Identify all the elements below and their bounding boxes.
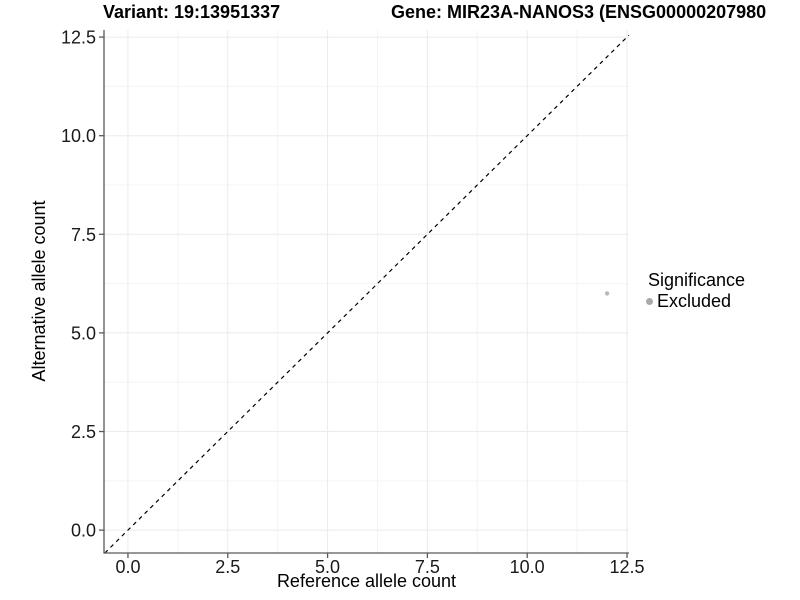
y-axis-title: Alternative allele count [29,200,49,382]
y-tick-label: 12.5 [61,28,96,48]
y-tick-label: 7.5 [71,225,96,245]
legend-title: Significance [648,270,746,290]
y-tick-label: 2.5 [71,422,96,442]
y-tick-label: 0.0 [71,521,96,541]
plot-title-gene: Gene: MIR23A-NANOS3 (ENSG00000207980 [391,2,767,22]
x-tick-label: 5.0 [315,557,340,577]
x-tick-label: 7.5 [415,557,440,577]
data-point [604,291,610,296]
legend-item-excluded: Excluded [646,291,745,311]
x-tick-label: 10.0 [510,557,545,577]
legend-key-dot-icon [646,297,653,305]
legend-item-label: Excluded [657,291,732,311]
identity-line [104,34,630,554]
legend: Significance Excluded [646,270,745,311]
x-tick-label: 12.5 [609,557,644,577]
x-tick-label: 0.0 [115,557,140,577]
y-tick-label: 10.0 [61,126,96,146]
y-tick-label: 5.0 [71,323,96,343]
plot-title-variant: Variant: 19:13951337 [103,2,281,22]
x-tick-label: 2.5 [215,557,240,577]
x-axis-title: Reference allele count [276,571,457,591]
